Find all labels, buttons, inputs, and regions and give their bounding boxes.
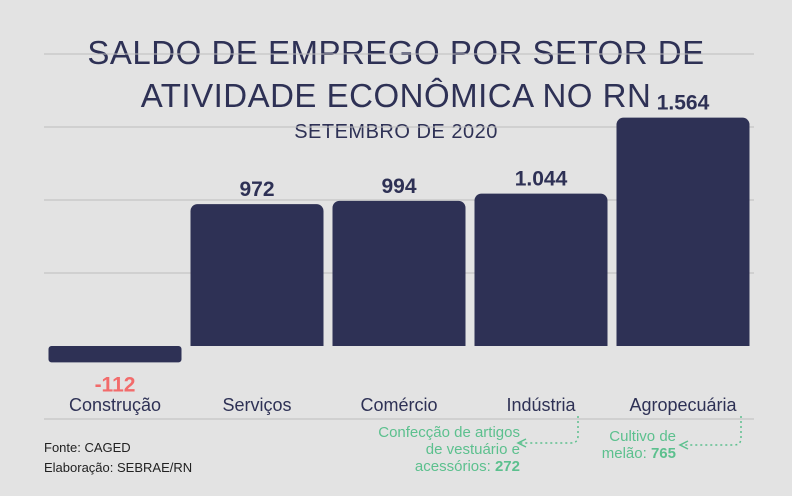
bar-3-base bbox=[332, 338, 466, 346]
category-label-3: Comércio bbox=[360, 395, 437, 415]
category-label-2: Serviços bbox=[222, 395, 291, 415]
annotation-industria-line2: de vestuário e bbox=[425, 441, 520, 458]
chart-title-line-1: SALDO DE EMPREGO POR SETOR DE bbox=[87, 34, 705, 71]
bar-3 bbox=[332, 200, 466, 346]
annotation-arrowhead-industria bbox=[516, 438, 527, 448]
category-label-1: Construção bbox=[69, 395, 161, 415]
annotation-industria-line3: acessórios: bbox=[414, 458, 495, 475]
elaboration-note: Elaboração: SEBRAE/RN bbox=[44, 460, 193, 475]
data-label-3: 994 bbox=[381, 175, 416, 198]
annotation-industria: Confecção de artigos de vestuário e aces… bbox=[340, 424, 520, 475]
data-label-2: 972 bbox=[239, 178, 274, 201]
category-label-4: Indústria bbox=[506, 395, 576, 415]
chart-title-line-2: ATIVIDADE ECONÔMICA NO RN bbox=[140, 77, 652, 114]
bar-2-base bbox=[190, 338, 324, 346]
annotation-arrowhead-agropecuaria bbox=[678, 440, 689, 450]
annotation-industria-line1: Confecção de artigos bbox=[378, 424, 520, 441]
data-label-1: -112 bbox=[95, 373, 136, 396]
annotation-agropecuaria-line1: Cultivo de bbox=[609, 428, 676, 445]
bar-5 bbox=[616, 117, 750, 346]
source-note: Fonte: CAGED bbox=[44, 440, 131, 455]
annotation-agropecuaria-value: 765 bbox=[650, 445, 676, 462]
annotation-connector-agropecuaria bbox=[682, 416, 742, 446]
annotation-agropecuaria: Cultivo de melão: 765 bbox=[566, 428, 676, 462]
bar-2 bbox=[190, 204, 324, 346]
bar-4 bbox=[474, 193, 608, 346]
bar-5-base bbox=[616, 338, 750, 346]
bar-4-base bbox=[474, 338, 608, 346]
data-label-5: 1.564 bbox=[657, 92, 710, 115]
annotation-connector-industria bbox=[520, 416, 579, 444]
annotation-agropecuaria-line2: melão: bbox=[601, 445, 651, 462]
data-label-4: 1.044 bbox=[515, 168, 568, 191]
annotation-industria-value: 272 bbox=[494, 458, 520, 475]
category-label-5: Agropecuária bbox=[629, 395, 737, 415]
bar-1 bbox=[48, 346, 182, 363]
